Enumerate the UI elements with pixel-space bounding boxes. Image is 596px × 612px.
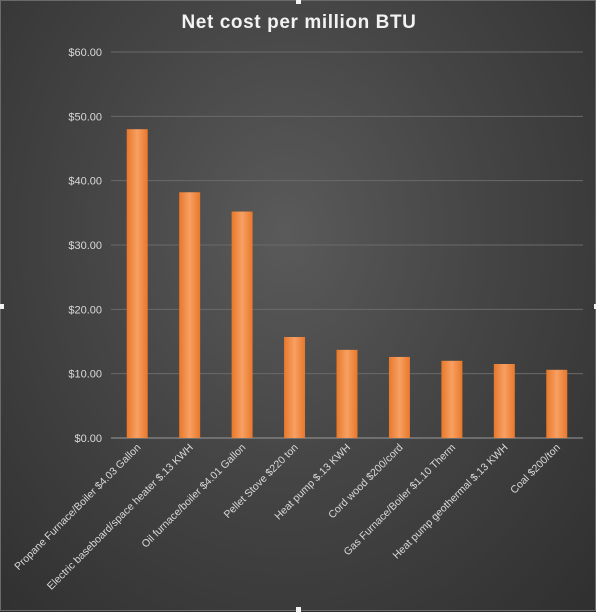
- bar[interactable]: [336, 349, 358, 438]
- y-tick-label: $30.00: [68, 240, 102, 252]
- y-tick-label: $0.00: [74, 433, 102, 445]
- y-tick-label: $50.00: [68, 111, 102, 123]
- resize-handle-top[interactable]: [296, 0, 301, 4]
- bar[interactable]: [284, 336, 306, 438]
- bars: [126, 129, 568, 438]
- bar[interactable]: [441, 360, 463, 438]
- bar[interactable]: [546, 369, 568, 438]
- bar[interactable]: [126, 129, 148, 438]
- resize-handle-bottom[interactable]: [296, 607, 301, 612]
- resize-handle-left[interactable]: [0, 304, 4, 309]
- y-tick-label: $60.00: [68, 47, 102, 59]
- x-category-label: Oil furnace/boiler $4.01 Gallon: [139, 442, 248, 551]
- x-category-label: Gas Furnace/Boiler $1.10 Therm: [342, 441, 459, 558]
- x-category-label: Heat pump geothermal $.13 KWH: [391, 442, 511, 562]
- chart-title: Net cost per million BTU: [181, 12, 416, 33]
- bar[interactable]: [179, 192, 201, 438]
- bar[interactable]: [388, 356, 410, 438]
- bar[interactable]: [493, 364, 515, 438]
- bar[interactable]: [231, 211, 253, 438]
- y-axis-tick-labels: $0.00 $10.00 $20.00 $30.00 $40.00 $50.00 $60.0…: [68, 47, 102, 445]
- resize-handle-right[interactable]: [594, 304, 596, 309]
- y-tick-label: $10.00: [68, 369, 102, 381]
- x-axis-category-labels: Propane Furnace/Boiler $4.03 GallonElect…: [12, 441, 563, 592]
- x-category-label: Coal $200/ton: [508, 442, 563, 497]
- y-tick-label: $40.00: [68, 176, 102, 188]
- y-tick-label: $20.00: [68, 304, 102, 316]
